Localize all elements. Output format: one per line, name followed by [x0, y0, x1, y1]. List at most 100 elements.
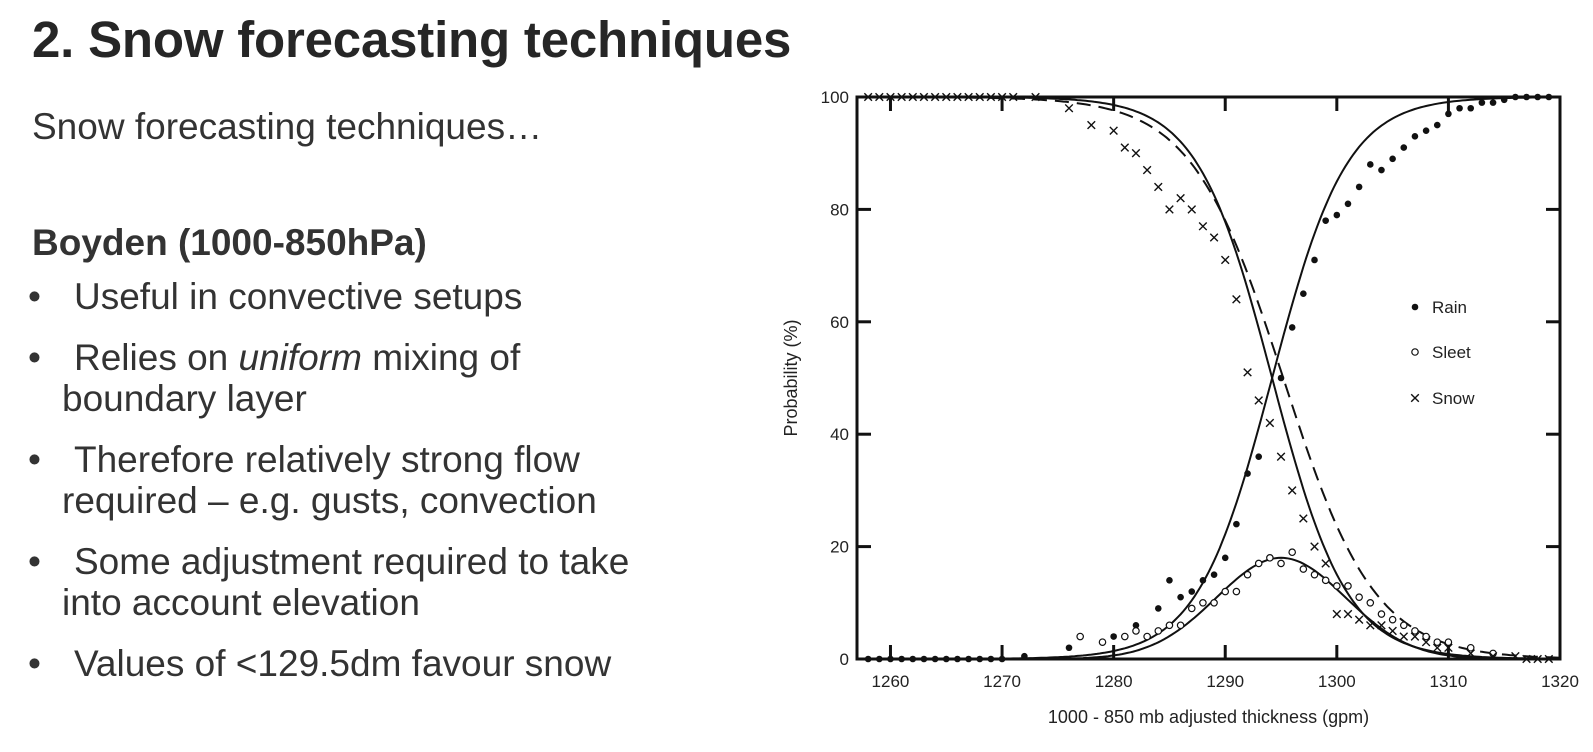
- snow-data-point: [1388, 626, 1397, 636]
- legend-label-sleet: Sleet: [1432, 343, 1471, 362]
- snow-data-point: [1544, 654, 1554, 664]
- snow-data-point: [997, 92, 1007, 102]
- y-tick-label: 0: [840, 650, 849, 669]
- x-tick-label: 1260: [872, 672, 910, 691]
- snow-data-point: [1064, 103, 1074, 113]
- snow-data-point: [1533, 654, 1542, 664]
- rain-data-point: [1166, 577, 1173, 584]
- bullet-text: Values of <129.5dm favour snow: [62, 643, 768, 684]
- x-tick-label: 1270: [983, 672, 1021, 691]
- bullet-icon: •: [28, 337, 41, 378]
- bullet-icon: •: [28, 439, 41, 480]
- bullet-list: • Useful in convective setups • Relies o…: [28, 276, 768, 704]
- rain-data-point: [1188, 588, 1196, 595]
- fit-curve-rain-fit: [857, 96, 1560, 660]
- rain-data-point: [1389, 155, 1396, 163]
- y-tick-label: 40: [830, 425, 849, 444]
- bullet-icon: •: [28, 276, 41, 317]
- snow-data-point: [1209, 233, 1219, 242]
- rain-data-point: [898, 655, 905, 663]
- rain-data-point: [1199, 577, 1207, 584]
- sleet-data-point: [1344, 582, 1352, 590]
- rain-data-point: [1545, 93, 1553, 101]
- snow-data-point: [1243, 368, 1252, 377]
- rain-data-point: [887, 655, 894, 663]
- snow-data-point: [919, 92, 929, 102]
- bullet-text: Useful in convective setups: [62, 276, 768, 317]
- snow-data-point: [863, 92, 873, 102]
- sleet-data-point: [1355, 593, 1363, 601]
- rain-data-point: [1422, 127, 1430, 135]
- section-heading: Boyden (1000-850hPa): [32, 222, 427, 263]
- snow-data-point: [1444, 643, 1453, 653]
- sleet-data-point: [1277, 559, 1285, 568]
- bullet-line: required – e.g. gusts, convection: [62, 480, 597, 521]
- rain-data-point: [1021, 652, 1028, 660]
- sleet-data-point: [1232, 587, 1241, 596]
- emphasis-text: uniform: [238, 337, 362, 378]
- rain-data-point: [1433, 121, 1441, 129]
- snow-data-point: [1522, 654, 1531, 664]
- snow-data-point: [1432, 643, 1442, 653]
- rain-data-point: [954, 655, 961, 663]
- x-tick-label: 1320: [1541, 672, 1579, 691]
- rain-data-point: [1355, 183, 1363, 191]
- sleet-data-point: [1310, 570, 1319, 579]
- sleet-data-point: [1076, 632, 1084, 641]
- rain-data-point: [1523, 93, 1530, 101]
- sleet-data-point: [1433, 638, 1442, 646]
- rain-data-point: [1221, 554, 1229, 562]
- sleet-data-point: [1187, 604, 1196, 613]
- rain-data-point: [1244, 470, 1251, 477]
- sleet-data-point: [1254, 559, 1263, 568]
- fit-curve-snow-fit: [857, 96, 1560, 660]
- snow-data-point: [1109, 126, 1118, 136]
- bullet-item-flow: • Therefore relatively strong flow requi…: [28, 439, 768, 521]
- sleet-data-point: [1333, 582, 1341, 590]
- rain-data-point: [1400, 144, 1408, 151]
- bullet-line: Therefore relatively strong flow: [74, 439, 580, 480]
- snow-data-point: [1332, 609, 1342, 619]
- sleet-data-point: [1098, 638, 1107, 646]
- sleet-data-point: [1221, 587, 1230, 596]
- rain-data-point: [942, 655, 950, 663]
- rain-data-point: [1500, 96, 1508, 104]
- snow-data-point: [908, 92, 918, 102]
- sleet-data-point: [1299, 565, 1308, 573]
- snow-data-point: [1153, 182, 1163, 192]
- snow-data-point: [1276, 452, 1286, 461]
- sleet-data-point: [1388, 615, 1397, 624]
- bullet-item-mixing: • Relies on uniform mixing of boundary l…: [28, 337, 768, 419]
- sleet-data-point: [1165, 621, 1174, 630]
- snow-data-point: [986, 92, 996, 102]
- rain-data-point: [1445, 110, 1452, 118]
- rain-data-point: [1255, 453, 1263, 460]
- x-axis-label: 1000 - 850 mb adjusted thickness (gpm): [1048, 707, 1369, 727]
- bullet-line: into account elevation: [62, 582, 420, 623]
- rain-data-point: [1456, 104, 1463, 112]
- rain-data-point: [1512, 93, 1519, 101]
- snow-data-point: [1087, 120, 1096, 130]
- rain-data-point: [1467, 104, 1475, 112]
- rain-data-point: [1311, 256, 1318, 264]
- sleet-data-point: [1199, 598, 1207, 607]
- page-title: 2. Snow forecasting techniques: [32, 11, 792, 68]
- probability-chart: 1260 1270 1280 1290 1300 1310 1320 0 20 40 60 80 100…: [781, 88, 1579, 727]
- snow-data-point: [953, 92, 962, 102]
- x-tick-label: 1310: [1429, 672, 1467, 691]
- snow-data-point: [1254, 396, 1264, 405]
- sleet-data-point: [1143, 632, 1151, 641]
- bullet-line: Values of <129.5dm favour snow: [74, 643, 612, 684]
- bullet-icon: •: [28, 643, 41, 684]
- sleet-data-point: [1399, 621, 1408, 630]
- intro-text: Snow forecasting techniques…: [32, 106, 543, 147]
- sleet-data-point: [1422, 632, 1430, 641]
- y-axis-label: Probability (%): [781, 319, 801, 436]
- rain-data-point: [1288, 324, 1296, 331]
- snow-data-point: [1366, 620, 1375, 630]
- rain-data-point: [931, 655, 939, 663]
- legend-marker-sleet: [1411, 348, 1419, 356]
- sleet-data-point: [1444, 638, 1453, 646]
- bullet-text: Relies on uniform mixing of boundary lay…: [62, 337, 768, 419]
- fit-curve-sleet-fit: [857, 556, 1560, 660]
